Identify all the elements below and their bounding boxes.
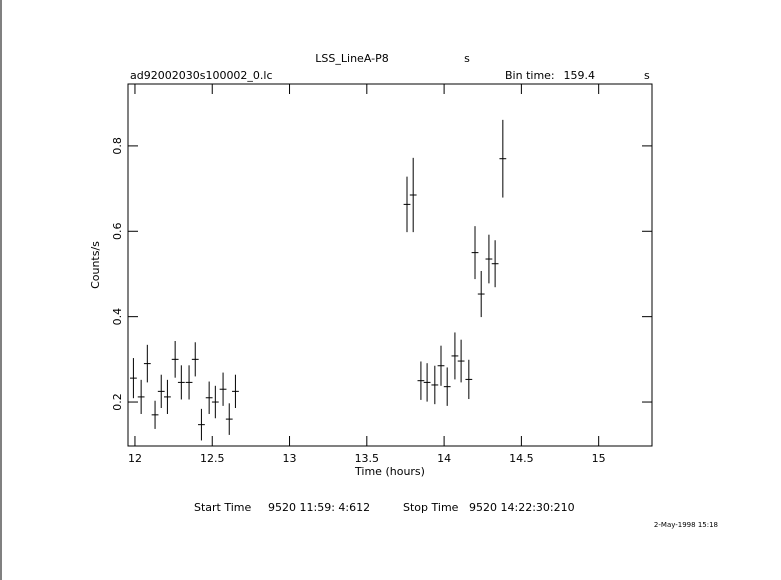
bin-time: 159.4 [564,69,596,82]
x-tick-label: 12 [128,452,142,465]
y-tick-label: 0.6 [111,223,124,241]
stop-time: 9520 14:22:30:210 [469,501,575,514]
x-tick-label: 14.5 [509,452,534,465]
x-tick-label: 13.5 [355,452,380,465]
bin-time-unit: s [644,69,650,82]
title-unit: s [464,52,470,65]
x-tick-label: 14 [437,452,451,465]
start-label: Start Time [194,501,252,514]
start-time: 9520 11:59: 4:612 [268,501,370,514]
x-tick-label: 13 [283,452,297,465]
x-tick-label: 15 [592,452,606,465]
chart-title: LSS_LineA-P8 [315,52,388,65]
y-tick-label: 0.8 [111,137,124,155]
chart-subtitle: ad92002030s100002_0.lc [130,69,273,82]
x-axis-label: Time (hours) [354,465,425,478]
y-axis-label: Counts/s [89,241,102,289]
stop-label: Stop Time [403,501,459,514]
plot-frame [127,83,653,447]
x-tick-label: 12.5 [200,452,225,465]
y-tick-label: 0.2 [111,393,124,411]
y-tick-label: 0.4 [111,308,124,326]
date-stamp: 2-May-1998 15:18 [654,521,718,529]
bin-time-label: Bin time: [505,69,555,82]
